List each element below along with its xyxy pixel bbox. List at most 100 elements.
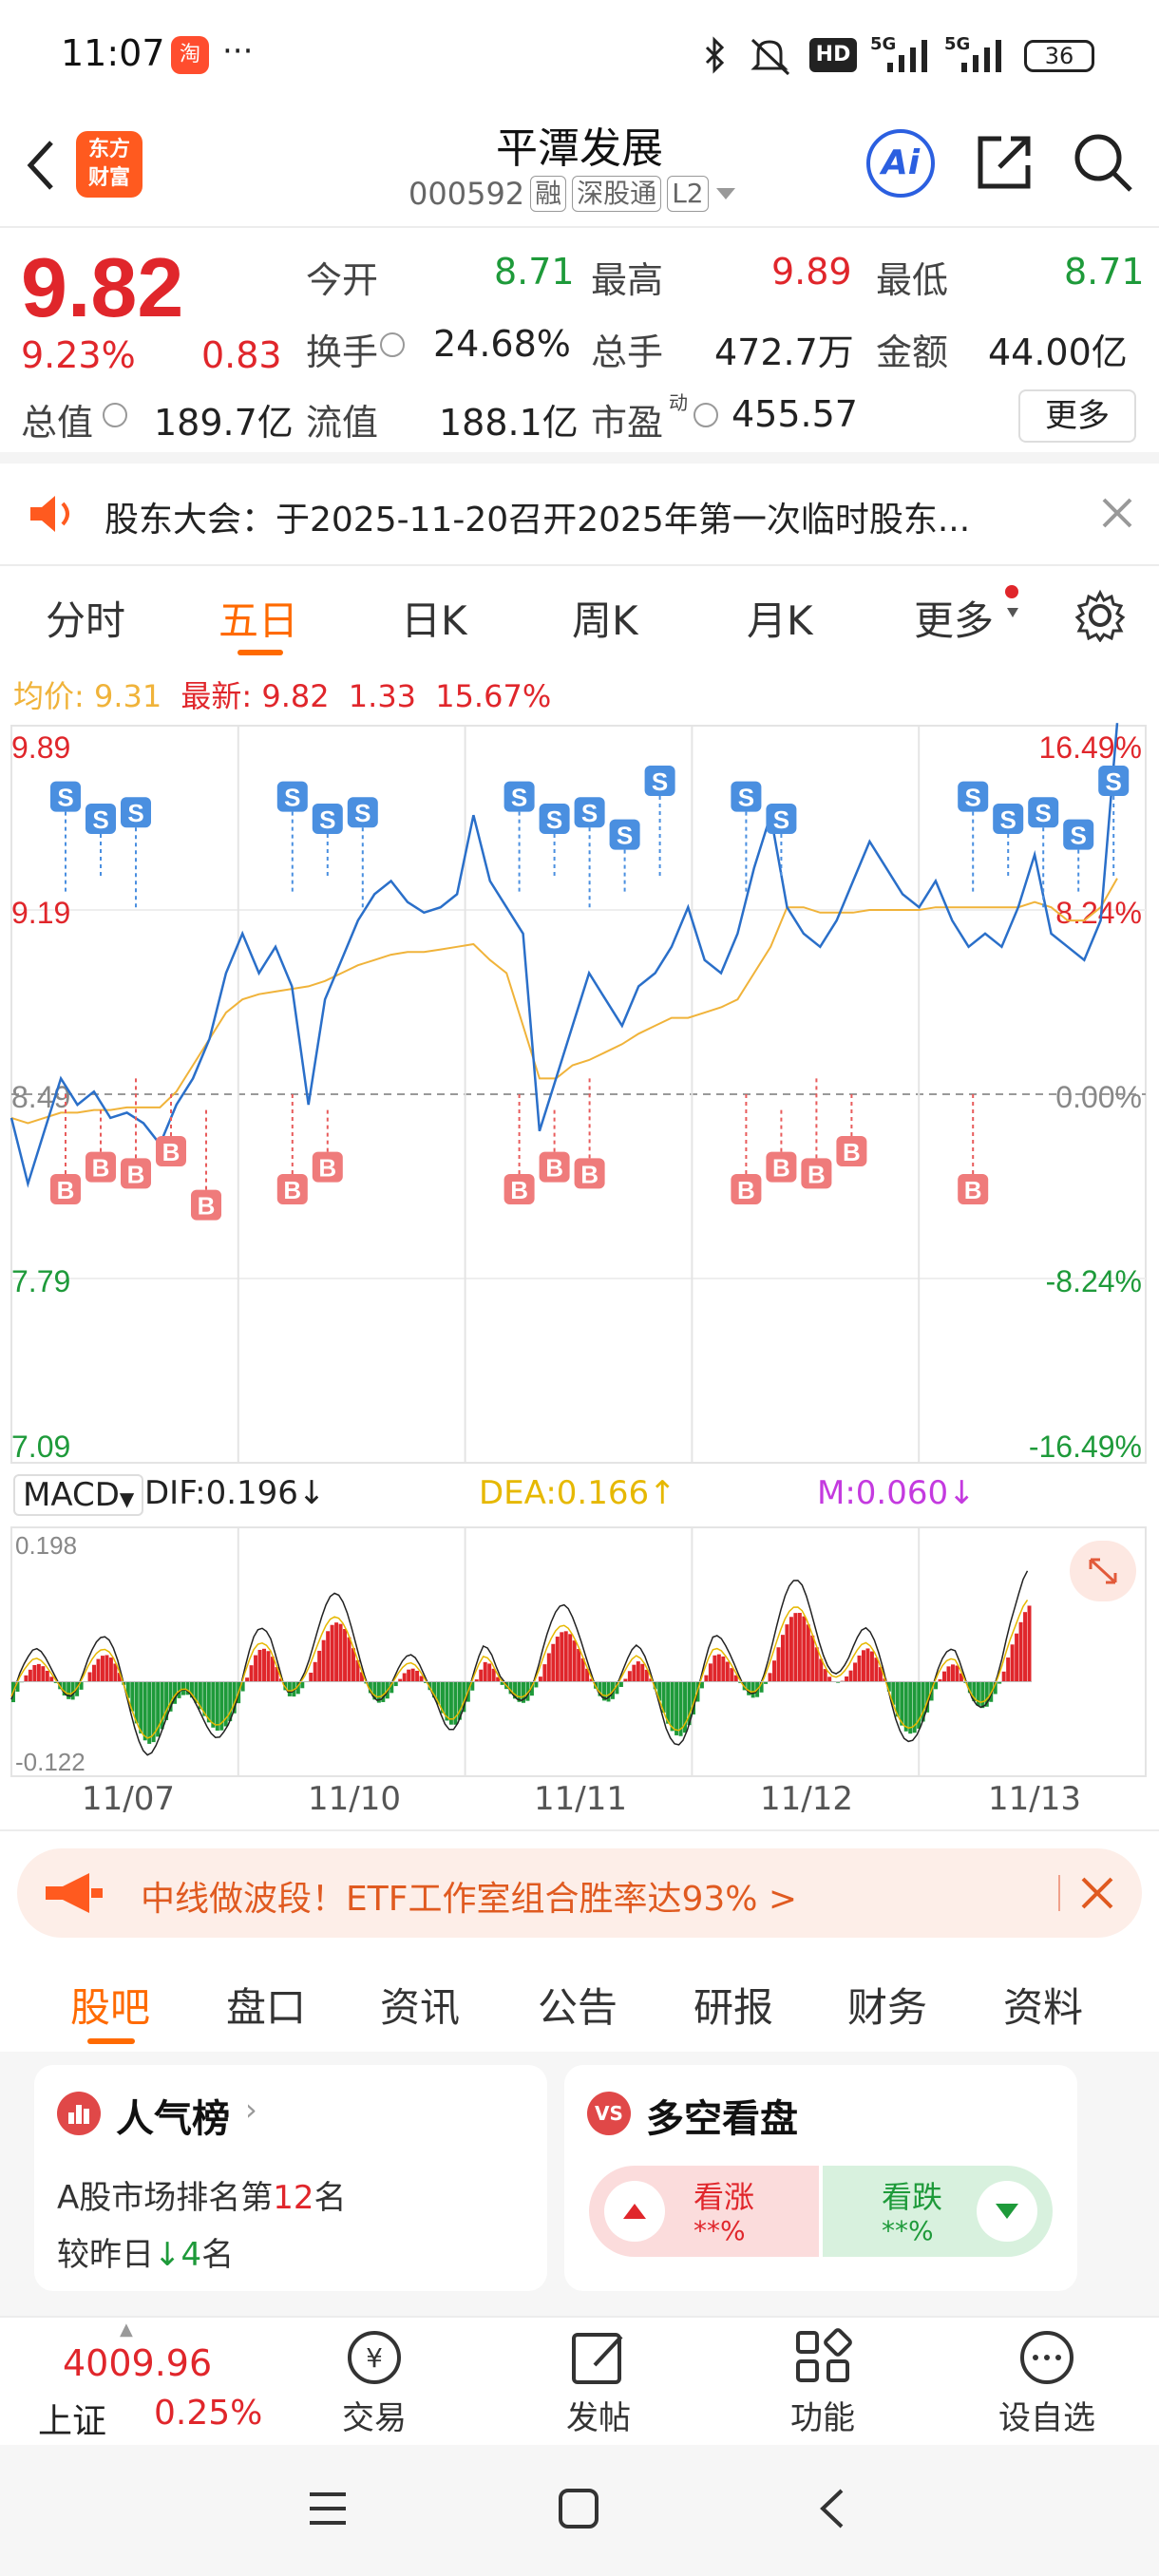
tab-more[interactable]: 更多: [914, 589, 994, 647]
macd-bar-up: [49, 1676, 53, 1681]
tab-pankou[interactable]: 盘口: [226, 1976, 306, 2034]
macd-bar-down: [181, 1681, 185, 1695]
macd-bar-up: [845, 1676, 848, 1681]
bull-bear-card[interactable]: VS 多空看盘 看涨 **% 看跌 **%: [564, 2065, 1077, 2291]
low-label: 最低: [876, 251, 948, 303]
chevron-right-icon: ›: [245, 2092, 257, 2128]
stock-code: 000592: [408, 176, 524, 212]
index-pct[interactable]: 0.25%: [154, 2394, 262, 2433]
taobao-app-icon: 淘: [171, 36, 209, 74]
tab-guba[interactable]: 股吧: [70, 1976, 150, 2034]
macd-bar-up: [1015, 1634, 1018, 1682]
index-value[interactable]: 4009.96: [63, 2342, 212, 2384]
tab-finance[interactable]: 财务: [847, 1976, 927, 2034]
close-icon[interactable]: [1100, 496, 1134, 530]
settings-gear-icon[interactable]: [1074, 589, 1127, 642]
search-icon[interactable]: [1072, 131, 1134, 194]
nav-functions[interactable]: 功能: [766, 2327, 880, 2438]
macd-bar-up: [1019, 1622, 1023, 1682]
tab-indicator: [87, 2038, 135, 2044]
more-button[interactable]: 更多: [1018, 389, 1136, 443]
status-time: 11:07: [61, 32, 165, 74]
tab-research[interactable]: 研报: [694, 1976, 773, 2034]
macd-bar-up: [309, 1673, 313, 1681]
back-nav-icon[interactable]: [813, 2487, 851, 2530]
x-label: 11/13: [988, 1780, 1081, 1818]
red-dot-badge: [1005, 585, 1018, 598]
info-icon[interactable]: [380, 332, 405, 357]
sell-marker-label: S: [1106, 767, 1122, 796]
sell-marker-label: S: [127, 799, 143, 827]
index-name[interactable]: 上证: [38, 2394, 106, 2443]
macd-bar-up: [824, 1669, 827, 1681]
y-tick-right-label: 0.00%: [1055, 1080, 1142, 1114]
home-icon[interactable]: [557, 2487, 600, 2530]
macd-bar-down: [211, 1681, 215, 1727]
buy-marker-label: B: [772, 1154, 790, 1183]
promo-banner[interactable]: 中线做波段！ETF工作室组合胜率达93% >: [17, 1848, 1142, 1938]
tab-daily-k[interactable]: 日K: [401, 589, 467, 647]
macd-bar-down: [671, 1681, 674, 1731]
stock-code-row[interactable]: 000592 融 深股通 L2: [408, 173, 770, 215]
macd-bar-up: [798, 1613, 802, 1681]
tab-weekly-k[interactable]: 周K: [572, 589, 638, 647]
tab-intraday[interactable]: 分时: [46, 589, 125, 647]
m-value: M:0.060↓: [817, 1474, 976, 1512]
nav-functions-label: 功能: [766, 2392, 880, 2438]
tab-monthly-k[interactable]: 月K: [747, 589, 813, 647]
close-icon[interactable]: [1079, 1875, 1115, 1911]
macd-bar-up: [1011, 1644, 1015, 1681]
notice-bar[interactable]: 股东大会：于2025-11-20召开2025年第一次临时股东...: [0, 464, 1159, 564]
bull-button[interactable]: 看涨 **%: [589, 2166, 819, 2257]
rank-change-line: 较昨日↓4名: [57, 2228, 234, 2275]
macd-chart[interactable]: 0.198 -0.122: [0, 1525, 1159, 1778]
macd-bar-up: [322, 1640, 326, 1682]
dif-value: DIF:0.196↓: [144, 1474, 325, 1512]
tab-five-day[interactable]: 五日: [218, 589, 298, 647]
nav-trade[interactable]: ¥ 交易: [317, 2327, 431, 2438]
bear-button[interactable]: 看跌 **%: [823, 2166, 1053, 2257]
more-circle-icon: [990, 2327, 1104, 2388]
signal-bars-icon: [884, 38, 939, 74]
macd-bar-up: [712, 1656, 716, 1682]
volume-label: 总手: [591, 323, 663, 375]
pe-label: 市盈: [591, 393, 663, 445]
tab-announcements[interactable]: 公告: [538, 1976, 618, 2034]
macd-bar-up: [781, 1635, 785, 1681]
nav-post-label: 发帖: [542, 2392, 656, 2438]
popularity-card[interactable]: 人气榜 › A股市场排名第12名 较昨日↓4名: [34, 2065, 547, 2291]
macd-bar-up: [730, 1668, 733, 1681]
bluetooth-icon: [703, 36, 728, 76]
macd-bar-up: [849, 1671, 853, 1682]
content-tabs: 股吧 盘口 资讯 公告 研报 财务 资料: [0, 1957, 1159, 2052]
down-arrow-icon: [977, 2181, 1037, 2242]
divider: [0, 1829, 1159, 1831]
menu-icon[interactable]: [306, 2487, 350, 2530]
price-pct: 9.23%: [21, 334, 136, 376]
macd-bar-down: [900, 1681, 903, 1725]
tab-news[interactable]: 资讯: [380, 1976, 460, 2034]
change-suffix: 名: [201, 2236, 234, 2274]
ai-button[interactable]: Ai: [866, 129, 935, 198]
nav-post[interactable]: 发帖: [542, 2327, 656, 2438]
macd-bar-up: [109, 1657, 113, 1681]
macd-bar-up: [24, 1676, 28, 1682]
battery-icon: 36: [1024, 40, 1094, 72]
macd-selector[interactable]: MACD▼: [13, 1474, 143, 1516]
macd-bar-down: [147, 1681, 151, 1743]
info-icon-2[interactable]: [103, 403, 127, 427]
macd-bar-up: [407, 1670, 410, 1682]
info-icon-3[interactable]: [694, 403, 718, 427]
tab-profile[interactable]: 资料: [1003, 1976, 1083, 2034]
expand-button[interactable]: [1070, 1541, 1136, 1601]
nav-add-watchlist[interactable]: 设自选: [990, 2327, 1104, 2438]
float-label: 流值: [306, 393, 378, 445]
amount-label: 金额: [876, 323, 948, 375]
share-icon[interactable]: [973, 131, 1036, 194]
five-day-price-chart[interactable]: 9.899.198.497.797.0916.49%8.24%0.00%-8.2…: [0, 718, 1159, 1468]
promo-text: 中线做波段！ETF工作室组合胜率达93% >: [141, 1871, 797, 1921]
sell-marker-label: S: [965, 784, 981, 812]
macd-bar-down: [666, 1681, 670, 1723]
open-value: 8.71: [494, 251, 575, 293]
macd-bar-up: [789, 1617, 793, 1681]
